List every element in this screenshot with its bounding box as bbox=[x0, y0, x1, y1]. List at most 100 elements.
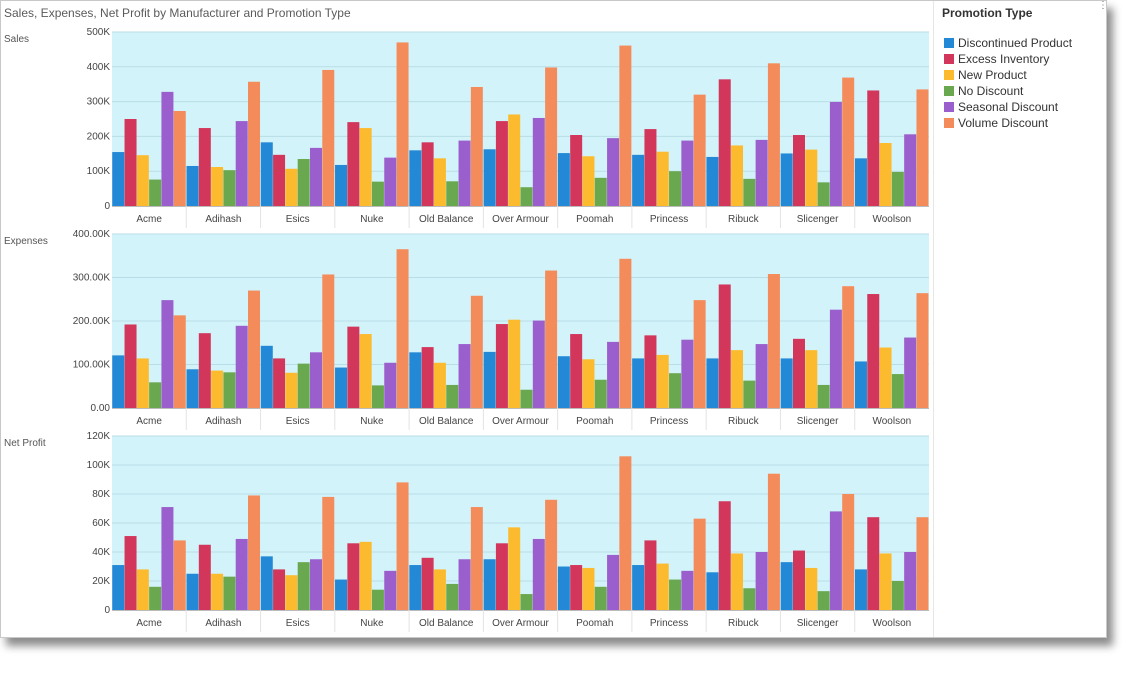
bar-acme-volume-discount[interactable] bbox=[173, 111, 186, 206]
bar-nuke-seasonal-discount[interactable] bbox=[384, 157, 397, 206]
bar-over-armour-seasonal-discount[interactable] bbox=[532, 538, 545, 610]
bar-ribuck-excess-inventory[interactable] bbox=[718, 501, 731, 610]
bar-ribuck-discontinued-product[interactable] bbox=[706, 358, 719, 408]
bar-adihash-excess-inventory[interactable] bbox=[198, 333, 211, 408]
bar-slicenger-excess-inventory[interactable] bbox=[792, 550, 805, 610]
bar-adihash-excess-inventory[interactable] bbox=[198, 128, 211, 206]
bar-ribuck-seasonal-discount[interactable] bbox=[755, 552, 768, 610]
bar-princess-excess-inventory[interactable] bbox=[644, 129, 657, 206]
bar-slicenger-seasonal-discount[interactable] bbox=[829, 101, 842, 206]
bar-nuke-excess-inventory[interactable] bbox=[347, 326, 360, 408]
bar-ribuck-excess-inventory[interactable] bbox=[718, 284, 731, 408]
bar-acme-excess-inventory[interactable] bbox=[124, 536, 137, 610]
bar-poomah-excess-inventory[interactable] bbox=[570, 334, 583, 408]
bar-adihash-seasonal-discount[interactable] bbox=[235, 121, 248, 206]
bar-acme-discontinued-product[interactable] bbox=[112, 152, 125, 206]
bar-princess-no-discount[interactable] bbox=[669, 171, 682, 206]
bar-princess-seasonal-discount[interactable] bbox=[681, 339, 694, 408]
bar-poomah-volume-discount[interactable] bbox=[619, 258, 632, 408]
bar-old-balance-volume-discount[interactable] bbox=[470, 295, 483, 408]
legend-item-seasonal-discount[interactable]: Seasonal Discount bbox=[944, 100, 1058, 114]
bar-ribuck-no-discount[interactable] bbox=[743, 380, 756, 408]
bar-adihash-discontinued-product[interactable] bbox=[186, 369, 199, 408]
bar-old-balance-excess-inventory[interactable] bbox=[421, 557, 434, 610]
bar-woolson-excess-inventory[interactable] bbox=[867, 517, 880, 610]
bar-woolson-seasonal-discount[interactable] bbox=[904, 552, 917, 610]
more-options-icon[interactable]: ⋮ bbox=[1098, 0, 1108, 11]
bar-old-balance-discontinued-product[interactable] bbox=[409, 565, 422, 610]
bar-adihash-volume-discount[interactable] bbox=[248, 495, 261, 610]
bar-acme-seasonal-discount[interactable] bbox=[161, 300, 174, 408]
bar-over-armour-excess-inventory[interactable] bbox=[495, 121, 508, 206]
bar-poomah-volume-discount[interactable] bbox=[619, 45, 632, 206]
bar-slicenger-no-discount[interactable] bbox=[817, 591, 830, 610]
bar-nuke-discontinued-product[interactable] bbox=[335, 579, 348, 610]
bar-acme-excess-inventory[interactable] bbox=[124, 324, 137, 408]
bar-princess-new-product[interactable] bbox=[656, 563, 669, 610]
bar-nuke-volume-discount[interactable] bbox=[396, 482, 409, 610]
bar-nuke-volume-discount[interactable] bbox=[396, 42, 409, 206]
bar-slicenger-seasonal-discount[interactable] bbox=[829, 309, 842, 408]
bar-poomah-new-product[interactable] bbox=[582, 359, 595, 408]
bar-nuke-seasonal-discount[interactable] bbox=[384, 362, 397, 408]
bar-esics-seasonal-discount[interactable] bbox=[309, 559, 322, 610]
bar-princess-excess-inventory[interactable] bbox=[644, 540, 657, 610]
bar-esics-volume-discount[interactable] bbox=[322, 274, 335, 408]
bar-adihash-seasonal-discount[interactable] bbox=[235, 325, 248, 408]
legend-item-no-discount[interactable]: No Discount bbox=[944, 84, 1023, 98]
bar-acme-no-discount[interactable] bbox=[149, 382, 162, 408]
bar-ribuck-excess-inventory[interactable] bbox=[718, 79, 731, 206]
legend-item-new-product[interactable]: New Product bbox=[944, 68, 1027, 82]
bar-woolson-seasonal-discount[interactable] bbox=[904, 134, 917, 206]
bar-poomah-discontinued-product[interactable] bbox=[557, 356, 570, 408]
bar-slicenger-new-product[interactable] bbox=[805, 149, 818, 206]
bar-nuke-volume-discount[interactable] bbox=[396, 249, 409, 408]
bar-slicenger-discontinued-product[interactable] bbox=[780, 358, 793, 408]
bar-woolson-volume-discount[interactable] bbox=[916, 89, 929, 206]
bar-adihash-new-product[interactable] bbox=[211, 573, 224, 610]
bar-nuke-seasonal-discount[interactable] bbox=[384, 570, 397, 610]
bar-esics-seasonal-discount[interactable] bbox=[309, 147, 322, 206]
bar-slicenger-volume-discount[interactable] bbox=[842, 494, 855, 610]
bar-slicenger-no-discount[interactable] bbox=[817, 384, 830, 408]
bar-princess-volume-discount[interactable] bbox=[693, 300, 706, 408]
bar-poomah-seasonal-discount[interactable] bbox=[607, 138, 620, 206]
bar-nuke-new-product[interactable] bbox=[359, 128, 372, 206]
bar-poomah-excess-inventory[interactable] bbox=[570, 565, 583, 610]
bar-woolson-no-discount[interactable] bbox=[891, 171, 904, 206]
bar-old-balance-seasonal-discount[interactable] bbox=[458, 559, 471, 610]
bar-woolson-seasonal-discount[interactable] bbox=[904, 337, 917, 408]
bar-adihash-discontinued-product[interactable] bbox=[186, 573, 199, 610]
bar-old-balance-no-discount[interactable] bbox=[446, 583, 459, 610]
bar-poomah-new-product[interactable] bbox=[582, 567, 595, 610]
bar-poomah-discontinued-product[interactable] bbox=[557, 566, 570, 611]
bar-slicenger-discontinued-product[interactable] bbox=[780, 153, 793, 206]
bar-princess-volume-discount[interactable] bbox=[693, 94, 706, 206]
bar-esics-new-product[interactable] bbox=[285, 168, 298, 206]
bar-over-armour-no-discount[interactable] bbox=[520, 594, 533, 610]
bar-old-balance-excess-inventory[interactable] bbox=[421, 142, 434, 206]
bar-esics-volume-discount[interactable] bbox=[322, 496, 335, 610]
bar-woolson-volume-discount[interactable] bbox=[916, 293, 929, 408]
bar-nuke-no-discount[interactable] bbox=[371, 385, 384, 408]
bar-ribuck-no-discount[interactable] bbox=[743, 588, 756, 610]
bar-over-armour-seasonal-discount[interactable] bbox=[532, 117, 545, 206]
bar-over-armour-new-product[interactable] bbox=[508, 319, 521, 408]
bar-princess-seasonal-discount[interactable] bbox=[681, 570, 694, 610]
bar-acme-seasonal-discount[interactable] bbox=[161, 91, 174, 206]
bar-woolson-new-product[interactable] bbox=[879, 347, 892, 408]
bar-princess-volume-discount[interactable] bbox=[693, 518, 706, 610]
bar-princess-discontinued-product[interactable] bbox=[632, 358, 645, 408]
bar-ribuck-new-product[interactable] bbox=[731, 145, 744, 206]
bar-old-balance-volume-discount[interactable] bbox=[470, 86, 483, 206]
bar-old-balance-excess-inventory[interactable] bbox=[421, 347, 434, 408]
bar-esics-no-discount[interactable] bbox=[297, 562, 310, 610]
bar-woolson-no-discount[interactable] bbox=[891, 581, 904, 610]
bar-over-armour-new-product[interactable] bbox=[508, 114, 521, 206]
bar-old-balance-seasonal-discount[interactable] bbox=[458, 344, 471, 408]
bar-princess-new-product[interactable] bbox=[656, 151, 669, 206]
bar-old-balance-no-discount[interactable] bbox=[446, 384, 459, 408]
bar-over-armour-volume-discount[interactable] bbox=[545, 67, 558, 207]
bar-ribuck-discontinued-product[interactable] bbox=[706, 156, 719, 206]
bar-acme-new-product[interactable] bbox=[136, 155, 149, 206]
